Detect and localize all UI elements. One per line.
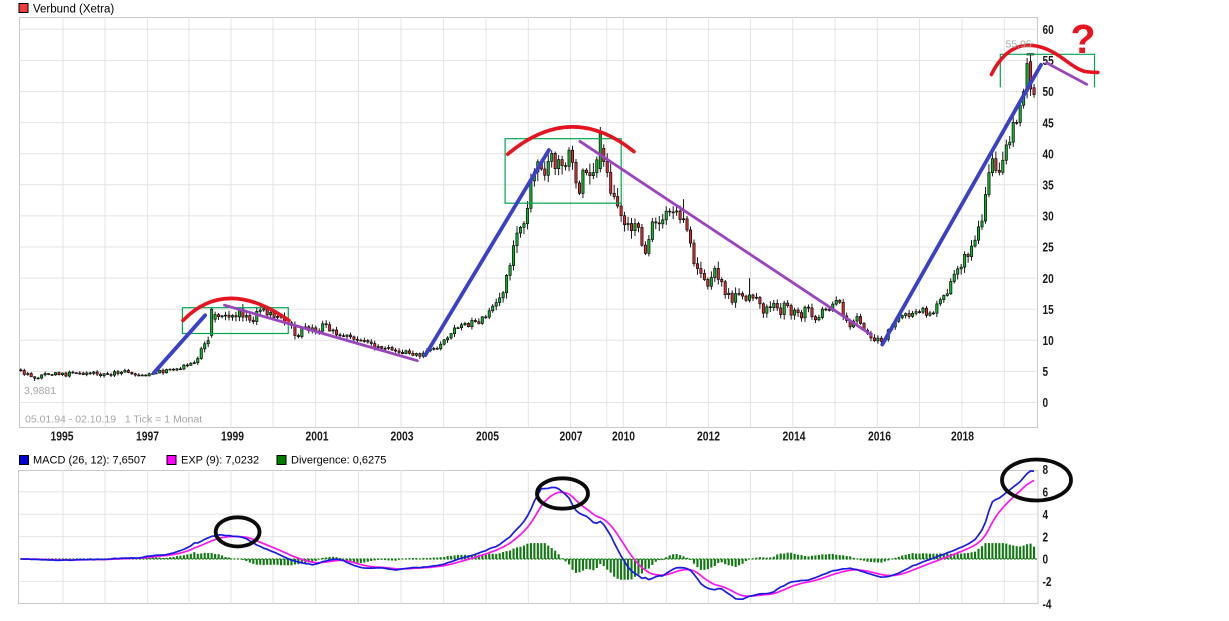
svg-text:20: 20 (1043, 271, 1054, 286)
svg-text:2007: 2007 (560, 429, 583, 444)
svg-text:2001: 2001 (306, 429, 329, 444)
svg-text:2010: 2010 (612, 429, 635, 444)
svg-text:0: 0 (1043, 395, 1049, 410)
svg-text:2012: 2012 (697, 429, 720, 444)
svg-text:Divergence: 0,6275: Divergence: 0,6275 (291, 455, 386, 467)
svg-text:5: 5 (1043, 364, 1049, 379)
svg-text:15: 15 (1043, 302, 1054, 317)
svg-text:55: 55 (1043, 53, 1054, 68)
svg-text:3,9881: 3,9881 (24, 385, 56, 397)
svg-text:10: 10 (1043, 333, 1054, 348)
svg-text:2: 2 (1043, 529, 1049, 544)
svg-text:-2: -2 (1043, 574, 1052, 589)
svg-text:0: 0 (1043, 552, 1049, 567)
svg-text:50: 50 (1043, 84, 1054, 99)
svg-text:2003: 2003 (391, 429, 414, 444)
svg-text:2016: 2016 (868, 429, 891, 444)
svg-text:30: 30 (1043, 209, 1054, 224)
svg-text:1997: 1997 (136, 429, 159, 444)
svg-text:4: 4 (1043, 507, 1049, 522)
svg-text:1999: 1999 (221, 429, 244, 444)
svg-text:EXP (9): 7,0232: EXP (9): 7,0232 (181, 455, 259, 467)
svg-text:45: 45 (1043, 115, 1054, 130)
svg-text:25: 25 (1043, 240, 1054, 255)
svg-text:1995: 1995 (51, 429, 74, 444)
svg-text:MACD (26, 12): 7,6507: MACD (26, 12): 7,6507 (33, 455, 146, 467)
svg-text:6: 6 (1043, 485, 1049, 500)
svg-text:35: 35 (1043, 178, 1054, 193)
svg-text:-4: -4 (1043, 597, 1053, 612)
svg-text:2005: 2005 (476, 429, 499, 444)
svg-text:60: 60 (1043, 22, 1054, 37)
svg-text:55,95: 55,95 (1006, 39, 1032, 51)
svg-text:40: 40 (1043, 146, 1054, 161)
svg-text:Verbund (Xetra): Verbund (Xetra) (33, 4, 114, 16)
svg-text:05.01.94 - 02.10.19 1 Tick =: 05.01.94 - 02.10.19 1 Tick = 1 Monat (25, 414, 202, 426)
svg-text:2018: 2018 (951, 429, 974, 444)
svg-text:8: 8 (1043, 462, 1049, 477)
svg-text:2014: 2014 (783, 429, 807, 444)
svg-text:?: ? (1071, 16, 1096, 62)
